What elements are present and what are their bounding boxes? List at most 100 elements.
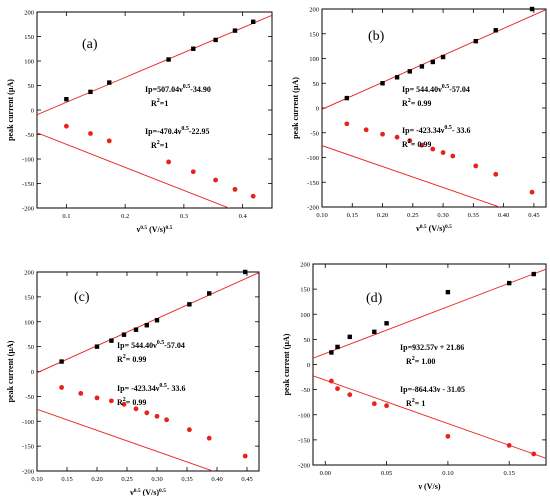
y-tick-label: -100 <box>307 155 319 162</box>
anodic-point <box>407 69 412 74</box>
anodic-point <box>419 64 425 69</box>
anodic-point <box>133 327 139 332</box>
panel-label: (a) <box>82 37 98 52</box>
y-tick-label: 200 <box>24 270 34 277</box>
y-tick-label: -50 <box>301 387 310 394</box>
anodic-point <box>121 332 127 337</box>
cathodic-point <box>371 401 377 407</box>
chart-panel-4: 200 150 100 50 0 -50 -100 -150 -200 0.00 0.05 0.10 0… <box>282 262 547 491</box>
cathodic-point <box>493 171 499 177</box>
x-tick-label: 0.45 <box>241 476 252 483</box>
x-tick-label: 0.25 <box>407 212 418 219</box>
cathodic-point <box>380 131 385 137</box>
x-tick-label: 0.3 <box>180 213 188 220</box>
y-axis-label: peak current (µA) <box>6 340 15 402</box>
x-tick-label: 0.30 <box>437 212 448 219</box>
fit-line-cathodic <box>37 132 230 208</box>
anodic-point <box>64 97 69 102</box>
fit-r-squared: R2= 1 <box>406 398 425 408</box>
fit-r-squared: R2=1 <box>151 98 168 108</box>
y-tick-label: -50 <box>310 130 319 137</box>
anodic-point <box>207 291 212 296</box>
anodic-point <box>445 289 451 295</box>
x-axis-label: ν (V/s) <box>417 482 440 491</box>
x-axis-label: ν0.5 (V/s)0.5 <box>415 224 452 233</box>
y-tick-label: 100 <box>300 312 310 319</box>
x-axis-label: ν0.5 (V/s)0.5 <box>136 225 173 234</box>
y-axis-label: peak current (µA) <box>6 79 15 141</box>
anodic-point <box>493 28 498 33</box>
y-tick-label: -200 <box>22 206 34 213</box>
x-tick-label: 0.20 <box>377 212 388 219</box>
cathodic-point <box>232 186 238 192</box>
anodic-point <box>187 302 192 307</box>
cathodic-point <box>335 386 340 392</box>
y-tick-label: 50 <box>28 83 35 90</box>
fit-line-anodic <box>37 272 259 374</box>
fit-equation: Ip= -423.34ν0.5- 33.6 <box>117 383 186 393</box>
cathodic-point <box>328 378 334 384</box>
anodic-point <box>384 321 389 326</box>
y-tick-label: 150 <box>24 294 34 301</box>
anodic-point <box>329 350 334 355</box>
x-tick-label: 0.45 <box>528 212 539 219</box>
panel-label: (d) <box>366 291 383 306</box>
fit-equation: Ip=-470.4ν0.5-22.95 <box>145 126 210 136</box>
cathodic-point <box>506 443 512 448</box>
cathodic-point <box>531 451 537 457</box>
anodic-point <box>251 19 256 24</box>
fit-r-squared: R2=1 <box>151 140 168 150</box>
x-tick-label: 0.30 <box>151 476 162 483</box>
y-tick-label: 0 <box>31 108 34 115</box>
y-tick-label: -50 <box>25 132 34 139</box>
y-tick-label: -150 <box>22 181 34 188</box>
fit-equation: Ip= 544.40ν0.5-57.04 <box>402 84 470 94</box>
cathodic-point <box>529 189 535 195</box>
panel-label: (b) <box>368 29 385 44</box>
fit-r-squared: R2= 1.00 <box>406 356 435 366</box>
cathodic-point <box>166 159 172 165</box>
y-tick-label: 0 <box>31 369 34 376</box>
cathodic-point <box>106 138 112 144</box>
cathodic-point <box>430 146 436 152</box>
cathodic-point <box>190 169 196 175</box>
cathodic-point <box>63 123 69 129</box>
y-tick-label: 150 <box>24 34 34 41</box>
cathodic-point <box>206 435 212 441</box>
anodic-point <box>394 75 400 80</box>
x-tick-label: 0.40 <box>498 212 509 219</box>
cathodic-point <box>154 413 160 419</box>
anodic-point <box>107 80 112 85</box>
x-tick-label: 0.2 <box>121 213 129 220</box>
plot-frame <box>36 271 260 472</box>
anodic-point <box>59 359 64 364</box>
y-tick-label: -200 <box>22 469 34 476</box>
fit-line-cathodic <box>322 145 501 207</box>
cathodic-point <box>144 410 150 416</box>
chart-panel-1: 200 150 100 50 0 -50 -100 -150 -200 0.1 0.2 0.3 0.4 p… <box>6 10 273 234</box>
cathodic-point <box>187 427 192 433</box>
anodic-point <box>191 46 196 51</box>
anodic-point <box>507 280 512 286</box>
fit-equation: Ip=932.57ν + 21.86 <box>400 343 464 352</box>
anodic-point <box>109 338 114 343</box>
fit-equation: Ip= -423.34ν0.5- 33.6 <box>402 125 471 135</box>
x-tick-label: 0.15 <box>504 470 515 477</box>
y-tick-label: -100 <box>22 157 34 164</box>
y-tick-label: -50 <box>25 394 34 401</box>
cathodic-point <box>347 392 353 398</box>
fit-r-squared: R2= 0.99 <box>117 354 146 364</box>
fit-equation: Ip= 544.40ν0.5-57.04 <box>117 340 185 350</box>
anodic-point <box>430 59 435 65</box>
cathodic-point <box>109 398 114 404</box>
panel-label: (c) <box>74 290 90 305</box>
anodic-point <box>380 81 385 86</box>
cathodic-point <box>394 134 400 140</box>
x-tick-label: 0.10 <box>31 476 42 483</box>
y-tick-label: 50 <box>28 344 35 351</box>
y-tick-label: 200 <box>300 262 310 269</box>
x-tick-label: 0.4 <box>239 213 248 220</box>
cathodic-point <box>440 150 446 155</box>
